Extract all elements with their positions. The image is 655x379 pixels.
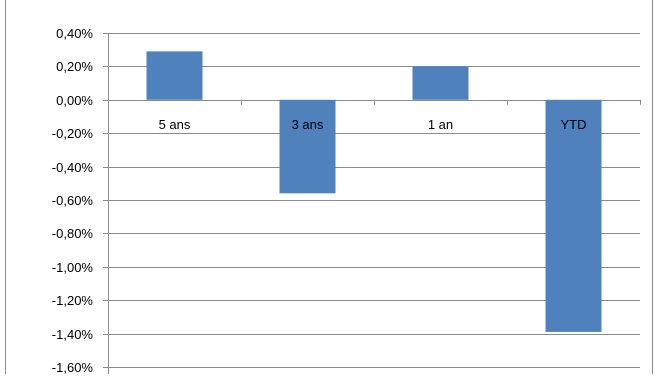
bar-1-an — [412, 66, 469, 100]
y-tick-label: -1,60% — [52, 360, 94, 374]
y-tick-labels: 0,40% 0,20% 0,00% -0,20% -0,40% -0,60% -0,80% -… — [52, 26, 94, 375]
category-label: 1 an — [428, 117, 453, 132]
category-labels: 5 ans 3 ans 1 an YTD — [159, 117, 587, 132]
bar-ytd — [545, 99, 602, 332]
bar-3-ans — [279, 99, 336, 194]
y-tick-label: -0,80% — [52, 226, 94, 241]
bar-5-ans — [146, 51, 203, 100]
y-tick-label: 0,20% — [56, 59, 93, 74]
y-tick-label: 0,00% — [56, 93, 93, 108]
y-tick-label: -1,40% — [52, 327, 94, 342]
y-tick-label: -0,40% — [52, 160, 94, 175]
y-tick-label: -0,60% — [52, 193, 94, 208]
category-label: YTD — [561, 117, 587, 132]
y-tick-label: -1,00% — [52, 260, 94, 275]
y-tick-label: 0,40% — [56, 26, 93, 41]
y-tick-label: -0,20% — [52, 126, 94, 141]
category-label: 3 ans — [292, 117, 324, 132]
category-label: 5 ans — [159, 117, 191, 132]
y-tick-label: -1,20% — [52, 293, 94, 308]
bars — [146, 51, 602, 332]
